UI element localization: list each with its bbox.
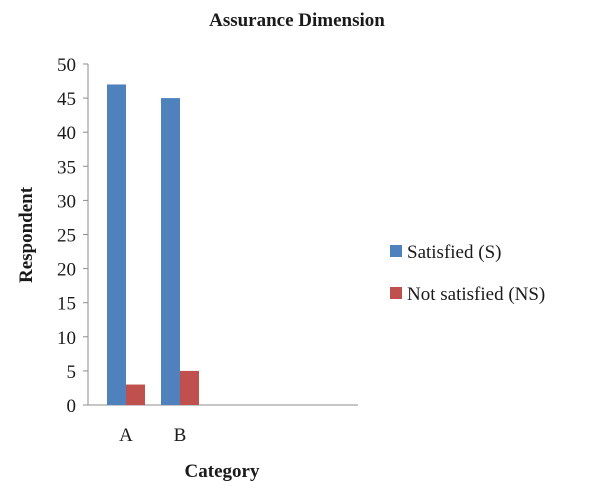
y-tick-label: 20: [57, 260, 76, 281]
y-axis-title: Respondent: [16, 186, 37, 283]
bar-a-series-1: [107, 84, 126, 406]
x-tick-label: A: [119, 425, 133, 446]
legend-label: Satisfied (S): [407, 242, 501, 263]
legend: Satisfied (S) Not satisfied (NS): [390, 242, 545, 305]
y-tick-label: 45: [57, 89, 76, 110]
legend-label: Not satisfied (NS): [407, 284, 545, 305]
y-tick-label: 30: [57, 191, 76, 212]
y-tick-label: 35: [57, 157, 76, 178]
bar-b-series-2: [180, 370, 199, 405]
chart-title: Assurance Dimension: [209, 10, 385, 31]
bar-b-series-1: [161, 98, 180, 405]
y-tick-label: 0: [67, 396, 77, 417]
y-tick-label: 25: [57, 226, 76, 247]
y-tick-label: 50: [57, 55, 76, 76]
y-axis: 0 5 10 15 20 25 30 35 40 45 50: [57, 55, 89, 417]
y-tick-label: 15: [57, 294, 76, 315]
legend-swatch: [390, 245, 402, 257]
bar-a-series-2: [126, 384, 145, 405]
x-tick-label: B: [174, 425, 187, 446]
x-axis-title: Category: [185, 461, 260, 482]
y-tick-label: 5: [67, 362, 77, 383]
y-tick-label: 10: [57, 328, 76, 349]
y-tick-label: 40: [57, 123, 76, 144]
legend-swatch: [390, 287, 402, 299]
bars: [107, 84, 199, 406]
